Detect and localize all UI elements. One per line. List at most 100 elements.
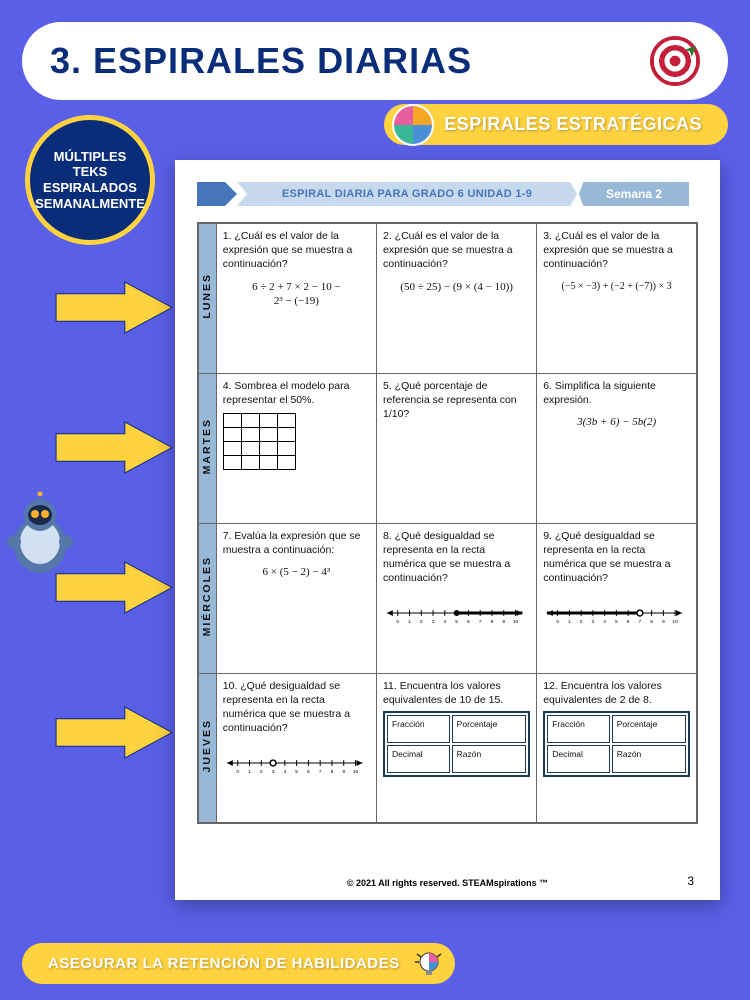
cell-10: 10. ¿Qué desigualdad se representa en la… xyxy=(216,673,376,823)
svg-text:0: 0 xyxy=(236,769,239,775)
svg-text:5: 5 xyxy=(295,769,298,775)
arrow-icon xyxy=(55,280,175,335)
question-text: 11. Encuentra los valores equivalentes d… xyxy=(383,679,530,707)
arrow-icon xyxy=(55,705,175,760)
question-text: 2. ¿Cuál es el valor de la expresión que… xyxy=(383,229,530,272)
cell-2: 2. ¿Cuál es el valor de la expresión que… xyxy=(376,223,536,373)
svg-text:8: 8 xyxy=(650,619,653,625)
page-title: 3. ESPIRALES DIARIAS xyxy=(50,40,472,82)
equivalence-table: FracciónPorcentaje DecimalRazón xyxy=(383,711,530,777)
question-text: 10. ¿Qué desigualdad se representa en la… xyxy=(223,679,370,736)
question-text: 7. Evalúa la expresión que se muestra a … xyxy=(223,529,370,557)
svg-text:0: 0 xyxy=(557,619,560,625)
worksheet-grid: LUNES 1. ¿Cuál es el valor de la expresi… xyxy=(197,222,698,824)
expression: 3(3b + 6) − 5b(2) xyxy=(543,415,690,430)
svg-text:10: 10 xyxy=(673,619,679,625)
expression: (−5 × −3) + (−2 + (−7)) × 3 xyxy=(543,280,690,294)
svg-text:3: 3 xyxy=(432,619,435,625)
lightbulb-icon xyxy=(413,948,445,980)
robot-icon xyxy=(0,490,75,580)
cell-8: 8. ¿Qué desigualdad se representa en la … xyxy=(376,523,536,673)
bottom-pill: ASEGURAR LA RETENCIÓN DE HABILIDADES xyxy=(22,943,455,984)
number-line: 0 1 2 3 4 5 6 7 8 9 10 xyxy=(223,751,370,777)
cell-6: 6. Simplifica la siguiente expresión. 3(… xyxy=(537,373,697,523)
title-pill: 3. ESPIRALES DIARIAS xyxy=(22,22,728,100)
day-label-miercoles: MIÉRCOLES xyxy=(198,523,216,673)
svg-text:1: 1 xyxy=(408,619,411,625)
banner-week: Semana 2 xyxy=(579,182,689,206)
question-text: 1. ¿Cuál es el valor de la expresión que… xyxy=(223,229,370,272)
svg-text:1: 1 xyxy=(248,769,251,775)
svg-text:2: 2 xyxy=(260,769,263,775)
svg-text:7: 7 xyxy=(319,769,322,775)
svg-text:2: 2 xyxy=(580,619,583,625)
target-icon xyxy=(650,36,700,86)
cell-1: 1. ¿Cuál es el valor de la expresión que… xyxy=(216,223,376,373)
svg-text:8: 8 xyxy=(330,769,333,775)
question-text: 4. Sombrea el modelo para representar el… xyxy=(223,379,370,407)
pie-icon xyxy=(392,104,434,146)
svg-text:9: 9 xyxy=(502,619,505,625)
label-razon: Razón xyxy=(612,745,686,773)
worksheet-header: ESPIRAL DIARIA PARA GRADO 6 UNIDAD 1-9 S… xyxy=(197,180,698,210)
svg-text:8: 8 xyxy=(491,619,494,625)
svg-text:9: 9 xyxy=(342,769,345,775)
svg-text:7: 7 xyxy=(639,619,642,625)
label-fraccion: Fracción xyxy=(387,715,450,743)
banner-title: ESPIRAL DIARIA PARA GRADO 6 UNIDAD 1-9 xyxy=(237,182,577,206)
question-text: 12. Encuentra los valores equivalentes d… xyxy=(543,679,690,707)
svg-text:4: 4 xyxy=(443,619,446,625)
svg-text:2: 2 xyxy=(420,619,423,625)
day-label-jueves: JUEVES xyxy=(198,673,216,823)
label-porcentaje: Porcentaje xyxy=(452,715,527,743)
question-text: 9. ¿Qué desigualdad se representa en la … xyxy=(543,529,690,586)
svg-text:9: 9 xyxy=(662,619,665,625)
worksheet-footer: © 2021 All rights reserved. STEAMspirati… xyxy=(175,878,720,888)
cell-3: 3. ¿Cuál es el valor de la expresión que… xyxy=(537,223,697,373)
cell-4: 4. Sombrea el modelo para representar el… xyxy=(216,373,376,523)
cell-11: 11. Encuentra los valores equivalentes d… xyxy=(376,673,536,823)
svg-text:5: 5 xyxy=(615,619,618,625)
equivalence-table: FracciónPorcentaje DecimalRazón xyxy=(543,711,690,777)
page-number: 3 xyxy=(687,874,694,888)
cell-12: 12. Encuentra los valores equivalentes d… xyxy=(537,673,697,823)
svg-text:7: 7 xyxy=(479,619,482,625)
label-decimal: Decimal xyxy=(547,745,609,773)
svg-text:1: 1 xyxy=(568,619,571,625)
question-text: 6. Simplifica la siguiente expresión. xyxy=(543,379,690,407)
worksheet-page: ESPIRAL DIARIA PARA GRADO 6 UNIDAD 1-9 S… xyxy=(175,160,720,900)
grid-model xyxy=(223,413,303,470)
svg-text:10: 10 xyxy=(513,619,519,625)
svg-text:0: 0 xyxy=(396,619,399,625)
number-line: 0 1 2 3 4 5 6 7 8 9 10 xyxy=(543,601,690,627)
circle-badge: MÚLTIPLES TEKS ESPIRALADOS SEMANALMENTE xyxy=(25,115,155,245)
question-text: 3. ¿Cuál es el valor de la expresión que… xyxy=(543,229,690,272)
number-line: 0123 4567 8910 xyxy=(383,601,530,627)
cell-5: 5. ¿Qué porcentaje de referencia se repr… xyxy=(376,373,536,523)
question-text: 8. ¿Qué desigualdad se representa en la … xyxy=(383,529,530,586)
day-label-martes: MARTES xyxy=(198,373,216,523)
svg-text:4: 4 xyxy=(283,769,286,775)
svg-text:4: 4 xyxy=(604,619,607,625)
expression: 6 × (5 − 2) − 4³ xyxy=(223,565,370,580)
svg-text:6: 6 xyxy=(467,619,470,625)
label-razon: Razón xyxy=(452,745,527,773)
subtitle-pill: ESPIRALES ESTRATÉGICAS xyxy=(384,104,728,145)
label-fraccion: Fracción xyxy=(547,715,609,743)
subtitle-text: ESPIRALES ESTRATÉGICAS xyxy=(444,114,702,135)
expression: 6 ÷ 2 + 7 × 2 − 10 − 2³ − (−19) xyxy=(223,280,370,310)
question-text: 5. ¿Qué porcentaje de referencia se repr… xyxy=(383,379,530,422)
cell-7: 7. Evalúa la expresión que se muestra a … xyxy=(216,523,376,673)
svg-text:3: 3 xyxy=(271,769,274,775)
expression: (50 ÷ 25) − (9 × (4 − 10)) xyxy=(383,280,530,295)
svg-text:6: 6 xyxy=(307,769,310,775)
svg-text:3: 3 xyxy=(592,619,595,625)
day-label-lunes: LUNES xyxy=(198,223,216,373)
arrow-icon xyxy=(55,420,175,475)
bottom-text: ASEGURAR LA RETENCIÓN DE HABILIDADES xyxy=(48,955,400,972)
cell-9: 9. ¿Qué desigualdad se representa en la … xyxy=(537,523,697,673)
label-porcentaje: Porcentaje xyxy=(612,715,686,743)
circle-badge-text: MÚLTIPLES TEKS ESPIRALADOS SEMANALMENTE xyxy=(35,149,145,211)
svg-text:6: 6 xyxy=(627,619,630,625)
svg-text:10: 10 xyxy=(353,769,359,775)
